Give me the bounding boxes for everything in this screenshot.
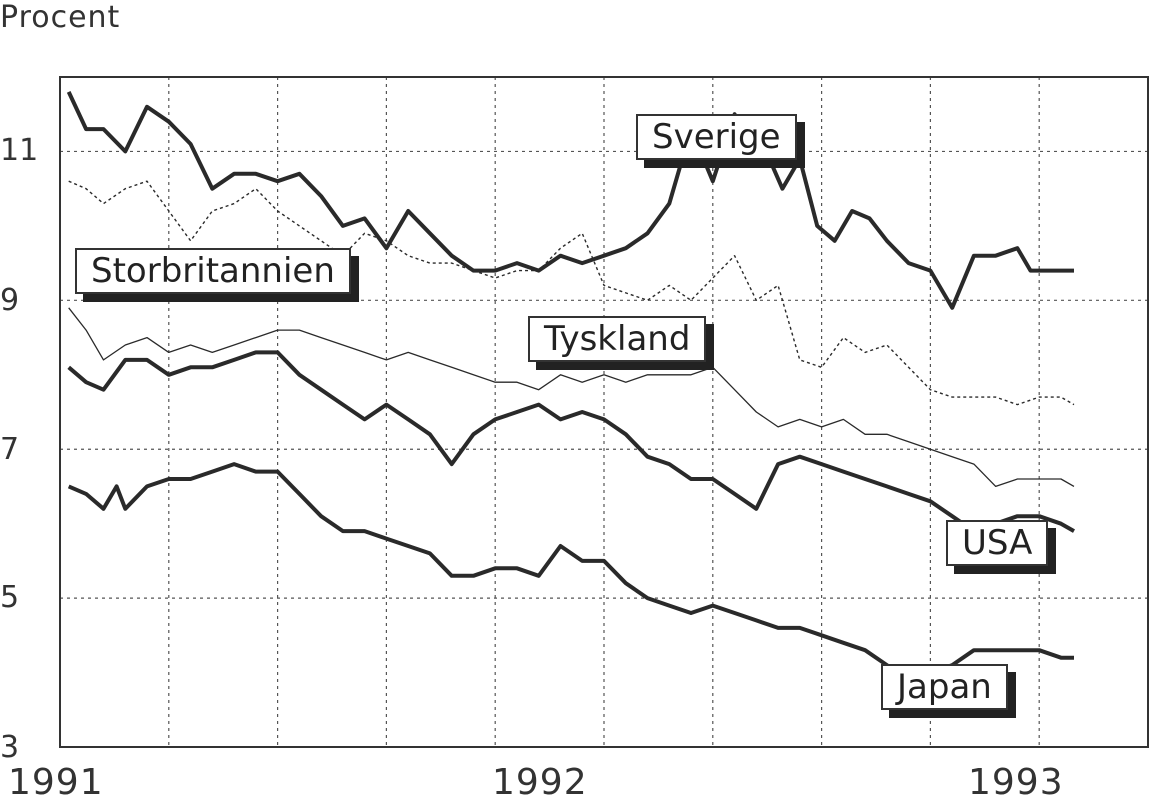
xtick-1992: 1992 — [492, 762, 588, 803]
series-line-sverige — [66, 91, 1074, 310]
xtick-1991: 1991 — [8, 762, 104, 803]
label-tyskland-text: Tyskland — [528, 316, 707, 362]
label-usa-text: USA — [946, 520, 1049, 566]
label-storbritannien: Storbritannien — [75, 248, 359, 302]
ytick-3: 3 — [0, 730, 20, 765]
grid — [60, 77, 1148, 747]
label-sverige-text: Sverige — [636, 114, 797, 160]
label-storbritannien-text: Storbritannien — [75, 248, 351, 294]
series-line-tyskland — [68, 307, 1075, 488]
label-japan-text: Japan — [881, 664, 1008, 710]
label-japan: Japan — [881, 664, 1016, 718]
plot-frame — [59, 76, 1149, 748]
y-axis-title: Procent — [0, 0, 121, 35]
series-line-japan — [67, 462, 1074, 682]
ytick-11: 11 — [0, 133, 39, 168]
series-layer — [66, 91, 1075, 682]
label-usa: USA — [946, 520, 1057, 574]
ytick-9: 9 — [0, 283, 20, 318]
xtick-1993: 1993 — [968, 762, 1064, 803]
series-line-usa — [67, 350, 1075, 534]
label-tyskland: Tyskland — [528, 316, 715, 370]
label-sverige: Sverige — [636, 114, 805, 168]
ytick-5: 5 — [0, 580, 20, 615]
ytick-7: 7 — [0, 432, 20, 467]
